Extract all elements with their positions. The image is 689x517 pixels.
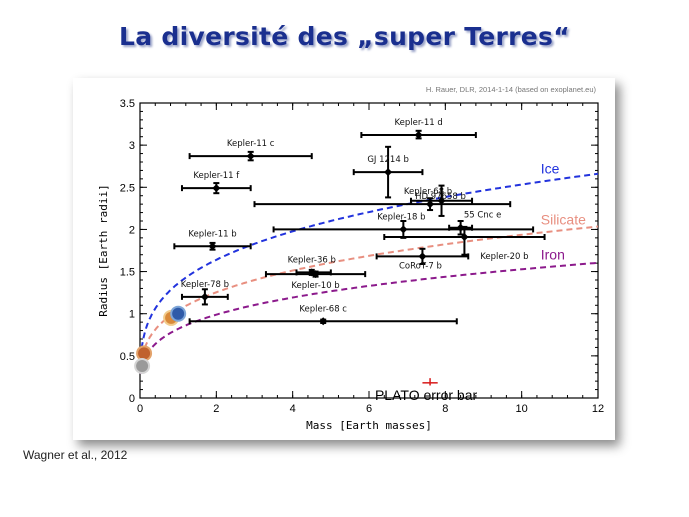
exoplanet-point: Kepler-10 b — [264, 270, 367, 291]
point-label: GJ 1214 b — [367, 155, 409, 165]
curve-label-ice: Ice — [541, 161, 560, 177]
exoplanet-points: Kepler-11 d Kepler-11 c GJ 1214 b Kepler-11… — [173, 118, 546, 326]
curve-label-iron: Iron — [541, 247, 565, 263]
plato-error-bar-label: PLATO error bar — [375, 387, 478, 403]
point-label: Kepler-20 b — [480, 252, 528, 262]
data-point-marker — [460, 233, 469, 242]
exoplanet-point: Kepler-68 c — [188, 304, 458, 326]
exoplanet-point: Kepler-78 b — [181, 280, 229, 306]
x-tick-label: 2 — [213, 403, 219, 415]
data-point-marker — [307, 268, 316, 277]
composition-curves: Ice Silicate Iron — [139, 161, 599, 374]
data-point-marker — [399, 225, 408, 234]
x-tick-label: 4 — [290, 403, 296, 415]
plot-frame — [139, 102, 599, 399]
curve-ice — [139, 172, 599, 359]
chart-credit: H. Rauer, DLR, 2014-1-14 (based on exopl… — [426, 85, 597, 94]
y-axis-label: Radius [Earth radii] — [97, 184, 110, 316]
curve-silicate — [139, 225, 599, 368]
x-axis-label: Mass [Earth masses] — [306, 419, 432, 432]
chart-axes: 0 2 4 6 8 10 12 0 0.5 1 1.5 2 2.5 3 3.5 Mass [Earth mas… — [97, 85, 604, 432]
y-tick-label: 1 — [129, 309, 135, 321]
exoplanet-point: 55 Cnc e — [448, 211, 501, 236]
y-tick-label: 0.5 — [120, 351, 135, 363]
data-point-marker — [418, 252, 427, 261]
point-label: Kepler-78 b — [181, 280, 229, 290]
y-tick-label: 3 — [129, 140, 135, 152]
slide-title: La diversité des „super Terres“ — [119, 22, 570, 51]
exoplanet-point: Kepler-11 f — [180, 171, 252, 195]
data-point-marker — [414, 131, 423, 140]
planet-marker — [172, 307, 185, 320]
point-label: CoRoT-7 b — [399, 261, 442, 271]
point-label: Kepler-68 c — [299, 304, 347, 314]
exoplanet-point: Kepler-11 b — [173, 229, 252, 251]
point-label: HD 97658 b — [415, 192, 466, 202]
point-label: Kepler-11 f — [193, 171, 240, 181]
curve-iron — [139, 261, 599, 374]
exoplanet-point: Kepler-11 d — [360, 118, 477, 140]
data-point-marker — [319, 317, 328, 326]
point-label: Kepler-11 c — [227, 139, 275, 149]
point-label: Kepler-68 b — [404, 187, 452, 197]
point-label: 55 Cnc e — [464, 211, 501, 221]
x-tick-label: 0 — [137, 403, 143, 415]
exoplanet-point: Kepler-11 c — [188, 139, 313, 162]
data-point-marker — [437, 196, 446, 205]
point-label: Kepler-11 d — [394, 118, 442, 128]
data-point-marker — [212, 184, 221, 193]
solar-system-planets — [134, 305, 187, 374]
data-point-marker — [384, 168, 393, 177]
x-tick-label: 8 — [442, 403, 448, 415]
data-point-marker — [426, 200, 435, 209]
planet-marker — [136, 359, 149, 372]
mass-radius-chart: 0 2 4 6 8 10 12 0 0.5 1 1.5 2 2.5 3 3.5 Mass [Earth mas… — [97, 85, 604, 432]
x-tick-label: 10 — [516, 403, 528, 415]
point-label: Kepler-18 b — [377, 212, 425, 222]
exoplanet-point: HD 97658 b — [409, 184, 474, 217]
chart-annotations: PLATO error bar — [375, 378, 478, 403]
y-tick-label: 2.5 — [120, 182, 135, 194]
data-point-marker — [311, 270, 320, 279]
y-tick-label: 2 — [129, 224, 135, 236]
curve-label-silicate: Silicate — [541, 212, 586, 228]
point-label: Kepler-10 b — [291, 281, 339, 291]
planet-marker — [138, 347, 151, 360]
data-point-marker — [200, 292, 209, 301]
x-tick-label: 6 — [366, 403, 372, 415]
y-tick-label: 3.5 — [120, 98, 135, 110]
y-tick-label: 0 — [129, 393, 135, 405]
x-tick-label: 12 — [592, 403, 604, 415]
exoplanet-point: Kepler-68 b — [253, 187, 512, 212]
exoplanet-point: GJ 1214 b — [352, 145, 424, 199]
point-label: Kepler-36 b — [288, 255, 336, 265]
point-label: Kepler-11 b — [188, 229, 236, 239]
exoplanet-point: Kepler-20 b — [383, 225, 546, 262]
y-tick-label: 1.5 — [120, 267, 135, 279]
exoplanet-point: CoRoT-7 b — [375, 247, 470, 271]
data-point-marker — [246, 152, 255, 161]
citation: Wagner et al., 2012 — [23, 448, 128, 462]
data-point-marker — [208, 242, 217, 251]
figure-frame — [73, 78, 615, 440]
